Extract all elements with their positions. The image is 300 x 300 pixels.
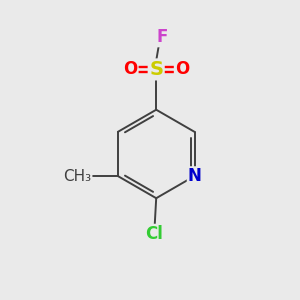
Text: N: N — [188, 167, 202, 185]
Text: S: S — [149, 60, 163, 79]
Text: Cl: Cl — [145, 225, 163, 243]
Text: CH₃: CH₃ — [64, 169, 92, 184]
Text: F: F — [156, 28, 168, 46]
Text: O: O — [175, 60, 189, 78]
Text: O: O — [124, 60, 138, 78]
